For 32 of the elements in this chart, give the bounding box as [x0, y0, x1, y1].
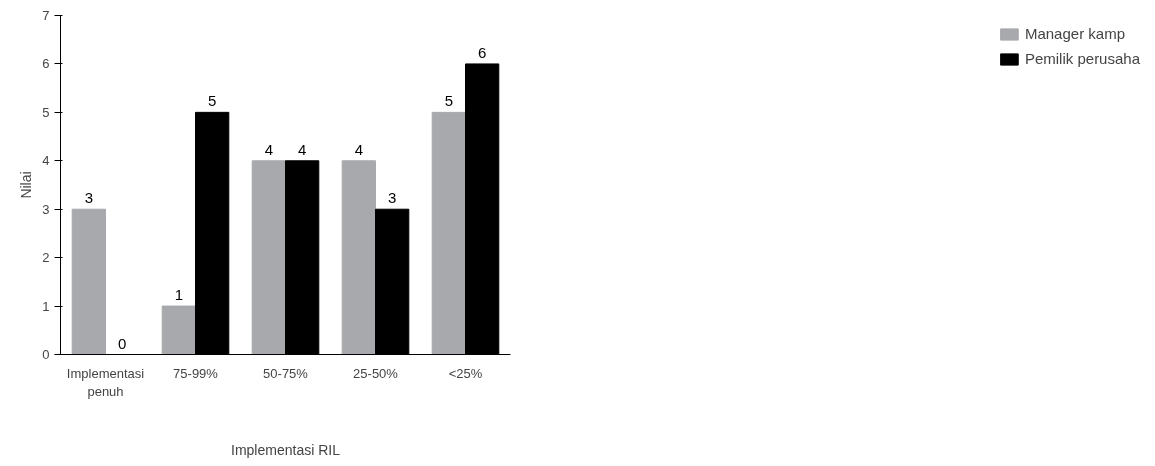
data-label: 4: [297, 140, 307, 158]
data-label: 5: [207, 92, 217, 110]
bar: [431, 111, 466, 355]
bar: [71, 208, 106, 355]
x-tick-label: 75-99%: [173, 365, 219, 381]
data-label: 0: [117, 334, 127, 352]
bar: [251, 160, 286, 355]
legend-label: Manager kamp: [1024, 25, 1125, 42]
legend-label: Pemilik perusaha: [1024, 50, 1140, 67]
data-label: 1: [174, 286, 184, 304]
y-tick-label: 3: [42, 201, 50, 217]
data-label: 3: [84, 189, 94, 207]
y-tick-label: 0: [42, 347, 50, 362]
y-tick-label: 7: [42, 8, 50, 23]
bar: [341, 160, 376, 355]
data-label: 4: [354, 140, 364, 158]
y-tick-label: 1: [42, 298, 50, 314]
y-tick-label: 4: [42, 153, 50, 169]
x-axis-title: Implementasi RIL: [231, 441, 341, 458]
y-tick-label: 2: [42, 250, 50, 266]
x-tick-label: 50-75%: [263, 365, 309, 381]
y-tick-label: 6: [42, 56, 50, 72]
y-axis-title: Nilai: [18, 171, 35, 199]
y-tick-label: 5: [42, 104, 50, 120]
data-label: 6: [477, 43, 487, 61]
data-label: 3: [387, 189, 397, 207]
x-tick-label: <25%: [448, 365, 483, 381]
data-label: 5: [444, 92, 454, 110]
bar: [161, 305, 196, 355]
data-label: 4: [264, 140, 274, 158]
x-tick-label: Implementasi penuh: [66, 365, 145, 399]
x-tick-label: 25-50%: [353, 365, 399, 381]
